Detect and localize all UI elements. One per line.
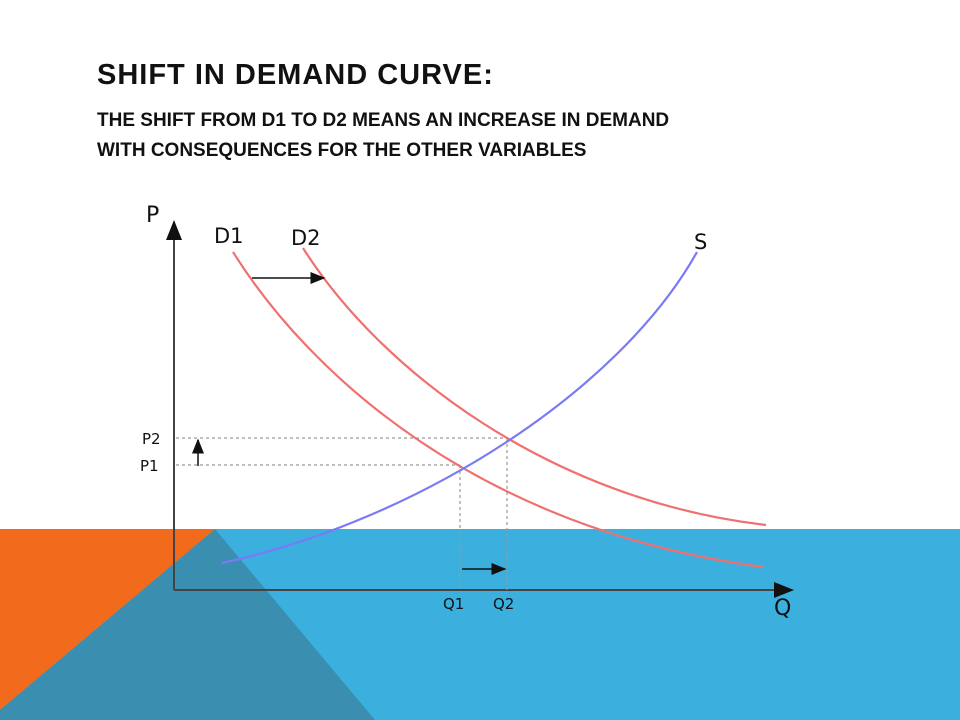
- slide-subtitle-line2: WITH CONSEQUENCES FOR THE OTHER VARIABLE…: [97, 140, 587, 161]
- dark-overlap-shape: [0, 529, 375, 720]
- p1-label: P1: [140, 457, 159, 475]
- d1-label: D1: [214, 224, 244, 248]
- slide-title: SHIFT IN DEMAND CURVE:: [97, 59, 494, 91]
- s-label: S: [694, 230, 707, 254]
- slide-title-block: SHIFT IN DEMAND CURVE: THE SHIFT FROM D1…: [97, 58, 917, 166]
- p2-label: P2: [142, 430, 161, 448]
- quantity-axis-label: Q: [774, 596, 791, 621]
- supply-curve-s: [221, 251, 698, 565]
- q2-label: Q2: [493, 595, 514, 613]
- slide-subtitle-line1: THE SHIFT FROM D1 TO D2 MEANS AN INCREAS…: [97, 110, 670, 131]
- q1-label: Q1: [443, 595, 464, 613]
- price-axis-label: P: [146, 203, 159, 228]
- d2-label: D2: [291, 226, 321, 250]
- equilibrium-guides: [176, 437, 508, 590]
- demand-curve-d2: [302, 247, 767, 527]
- demand-curve-d1: [232, 251, 764, 569]
